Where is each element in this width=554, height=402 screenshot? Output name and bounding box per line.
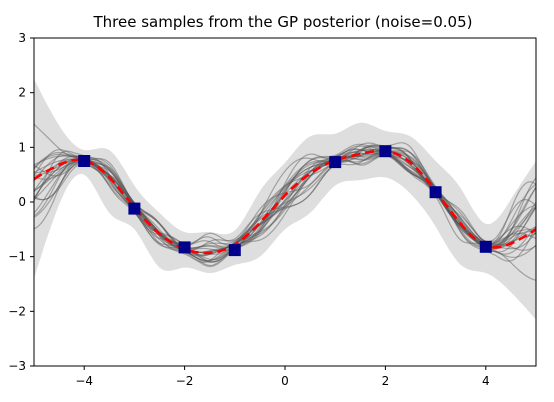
- x-tick-label: 0: [281, 374, 289, 388]
- y-tick-label: 3: [18, 31, 26, 45]
- training-point-marker: [379, 145, 392, 158]
- posterior-sample-line: [34, 147, 536, 262]
- training-point-marker: [429, 186, 442, 199]
- posterior-sample-line: [34, 151, 536, 249]
- y-tick-label: −3: [8, 359, 26, 373]
- posterior-sample-line: [34, 142, 536, 262]
- training-point-marker: [479, 240, 492, 253]
- x-tick-label: −4: [75, 374, 93, 388]
- posterior-sample-line: [34, 142, 536, 249]
- posterior-sample-line: [34, 150, 536, 252]
- posterior-mean-layer: [34, 149, 536, 255]
- posterior-sample-line: [34, 144, 536, 256]
- training-point-marker: [128, 202, 141, 215]
- posterior-sample-line: [34, 146, 536, 281]
- y-tick-label: 0: [18, 195, 26, 209]
- posterior-sample-line: [34, 153, 536, 263]
- confidence-band: [34, 79, 536, 320]
- posterior-sample-line: [34, 152, 536, 249]
- confidence-band-layer: [34, 79, 536, 320]
- posterior-sample-line: [34, 145, 536, 263]
- axes-layer: −4 −2 0 2 4 3 2 1 0 −1 −2 −3: [8, 31, 489, 388]
- x-tick-label: 4: [482, 374, 490, 388]
- training-points-layer: [78, 145, 492, 257]
- x-tick-label: 2: [382, 374, 390, 388]
- posterior-sample-line: [34, 148, 536, 254]
- training-point-marker: [78, 155, 91, 167]
- posterior-sample-line: [34, 145, 536, 256]
- training-point-marker: [178, 241, 191, 254]
- posterior-sample-line: [34, 149, 536, 255]
- y-tick-label: 1: [18, 140, 26, 154]
- y-tick-label: −1: [8, 250, 26, 264]
- posterior-sample-line: [34, 148, 536, 263]
- training-point-marker: [329, 156, 342, 169]
- training-point-marker: [228, 244, 241, 257]
- x-tick-label: −2: [176, 374, 194, 388]
- posterior-sample-line: [34, 154, 536, 246]
- y-tick-label: 2: [18, 86, 26, 100]
- chart-title: Three samples from the GP posterior (noi…: [93, 13, 473, 31]
- posterior-sample-line: [34, 150, 536, 263]
- y-tick-label: −2: [8, 304, 26, 318]
- posterior-mean-line: [34, 149, 536, 255]
